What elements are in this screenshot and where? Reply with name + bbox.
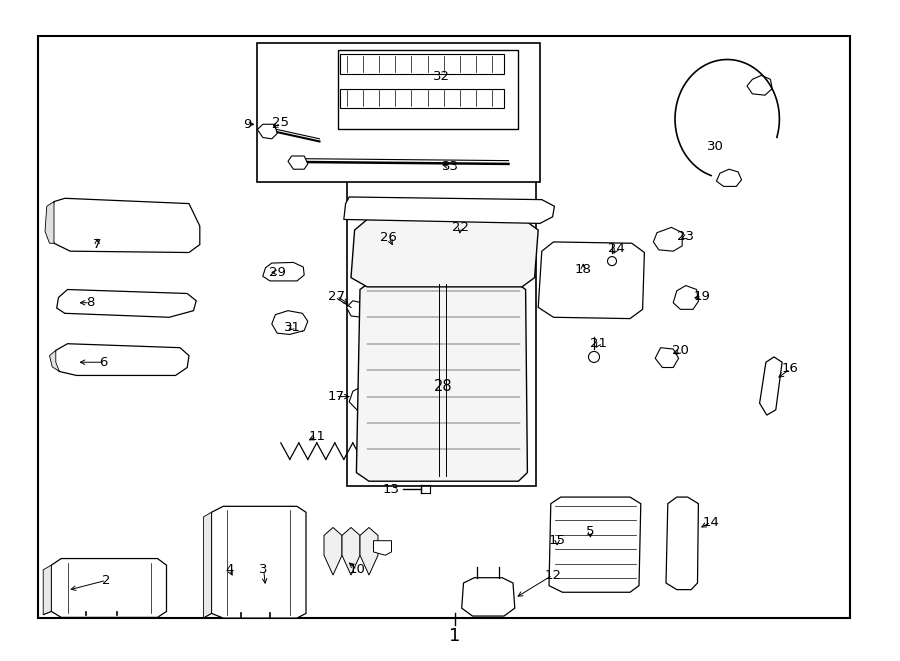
Polygon shape <box>324 527 342 575</box>
Text: 14: 14 <box>703 516 719 529</box>
Text: 1: 1 <box>449 627 460 645</box>
Polygon shape <box>360 527 378 575</box>
Polygon shape <box>380 243 407 261</box>
Bar <box>346 178 536 486</box>
Polygon shape <box>203 512 212 618</box>
Text: 6: 6 <box>99 356 108 369</box>
Polygon shape <box>549 497 641 592</box>
Polygon shape <box>356 282 527 481</box>
Bar <box>340 89 504 108</box>
Text: 18: 18 <box>575 263 591 276</box>
Polygon shape <box>443 230 475 254</box>
Text: 30: 30 <box>707 140 724 153</box>
Text: 33: 33 <box>442 160 458 173</box>
Bar <box>38 36 850 618</box>
Text: 28: 28 <box>434 379 452 394</box>
Bar <box>338 50 518 129</box>
Text: 20: 20 <box>672 344 688 357</box>
Text: 12: 12 <box>544 568 561 582</box>
Text: 27: 27 <box>328 290 345 303</box>
Text: 2: 2 <box>102 574 111 587</box>
Polygon shape <box>666 497 698 590</box>
Polygon shape <box>272 311 308 334</box>
Polygon shape <box>45 202 54 243</box>
Polygon shape <box>288 156 308 169</box>
Text: 4: 4 <box>225 563 234 576</box>
Text: 13: 13 <box>382 483 400 496</box>
Text: 32: 32 <box>433 69 449 83</box>
Text: 9: 9 <box>243 118 252 131</box>
Text: 23: 23 <box>678 230 694 243</box>
Polygon shape <box>462 578 515 616</box>
Polygon shape <box>716 169 742 186</box>
Polygon shape <box>263 262 304 281</box>
Text: 17: 17 <box>328 390 344 403</box>
Polygon shape <box>342 527 360 575</box>
Text: 5: 5 <box>586 525 595 538</box>
Polygon shape <box>747 75 772 95</box>
Circle shape <box>589 352 599 362</box>
Polygon shape <box>351 219 538 287</box>
Text: 26: 26 <box>381 231 397 245</box>
Polygon shape <box>655 348 679 368</box>
Polygon shape <box>212 506 306 618</box>
Text: 21: 21 <box>590 337 607 350</box>
Polygon shape <box>538 242 644 319</box>
Polygon shape <box>51 559 166 617</box>
Text: 24: 24 <box>608 242 625 255</box>
Polygon shape <box>257 124 277 139</box>
Text: 16: 16 <box>782 362 798 375</box>
Polygon shape <box>349 387 373 411</box>
Polygon shape <box>57 290 196 317</box>
Text: 19: 19 <box>694 290 710 303</box>
Polygon shape <box>346 301 369 317</box>
Polygon shape <box>43 565 51 615</box>
Polygon shape <box>673 286 698 309</box>
Text: 3: 3 <box>259 563 268 576</box>
Text: 31: 31 <box>284 321 301 334</box>
Polygon shape <box>50 198 200 253</box>
Bar <box>256 43 540 182</box>
Text: 10: 10 <box>349 563 365 576</box>
Polygon shape <box>653 227 682 251</box>
Text: 25: 25 <box>273 116 289 130</box>
Text: 15: 15 <box>549 534 565 547</box>
Text: 7: 7 <box>93 238 102 251</box>
Bar <box>340 54 504 74</box>
Polygon shape <box>50 350 59 371</box>
Polygon shape <box>344 197 554 223</box>
Polygon shape <box>374 541 392 555</box>
Polygon shape <box>760 357 782 415</box>
Text: 8: 8 <box>86 296 94 309</box>
Circle shape <box>608 256 616 266</box>
Text: 29: 29 <box>269 266 285 279</box>
Text: 22: 22 <box>453 221 469 234</box>
Text: 11: 11 <box>309 430 325 443</box>
Polygon shape <box>52 344 189 375</box>
